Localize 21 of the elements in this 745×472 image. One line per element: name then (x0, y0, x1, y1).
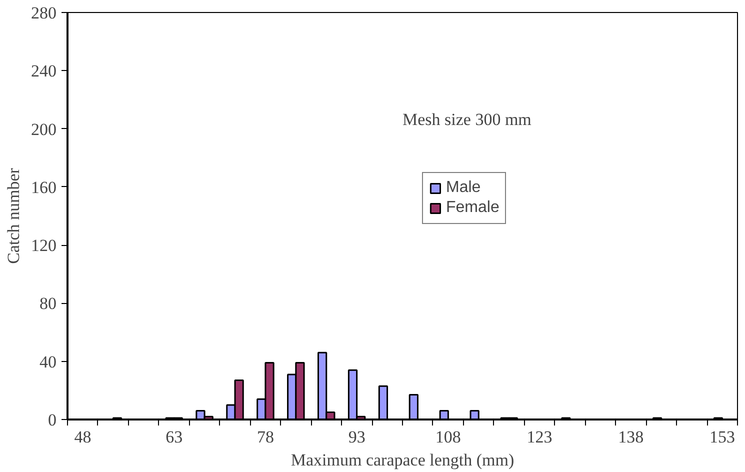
x-tick-label: 138 (618, 428, 644, 446)
y-tick-label: 160 (31, 178, 56, 197)
x-axis-title: Maximum carapace length (mm) (290, 450, 514, 470)
x-tick-label: 63 (166, 428, 183, 446)
y-axis-title: Catch number (4, 168, 23, 264)
y-tick-label: 40 (40, 352, 56, 372)
y-tick-label: 0 (48, 410, 56, 430)
legend-label: Female (446, 199, 500, 217)
annotation: Mesh size 300 mm (402, 110, 532, 129)
x-tick-label: 153 (710, 428, 736, 446)
x-tick-label: 93 (348, 428, 366, 446)
y-tick-label: 200 (31, 120, 56, 139)
x-tick-label: 123 (526, 428, 552, 446)
y-tick-label: 240 (31, 62, 56, 81)
y-tick-label: 80 (40, 294, 56, 314)
y-tick-label: 280 (31, 4, 56, 22)
y-tick-label: 120 (31, 236, 56, 256)
legend-label: Male (446, 179, 481, 197)
x-tick-label: 108 (435, 428, 461, 446)
x-tick-label: 48 (74, 428, 92, 446)
x-tick-label: 78 (256, 428, 274, 446)
